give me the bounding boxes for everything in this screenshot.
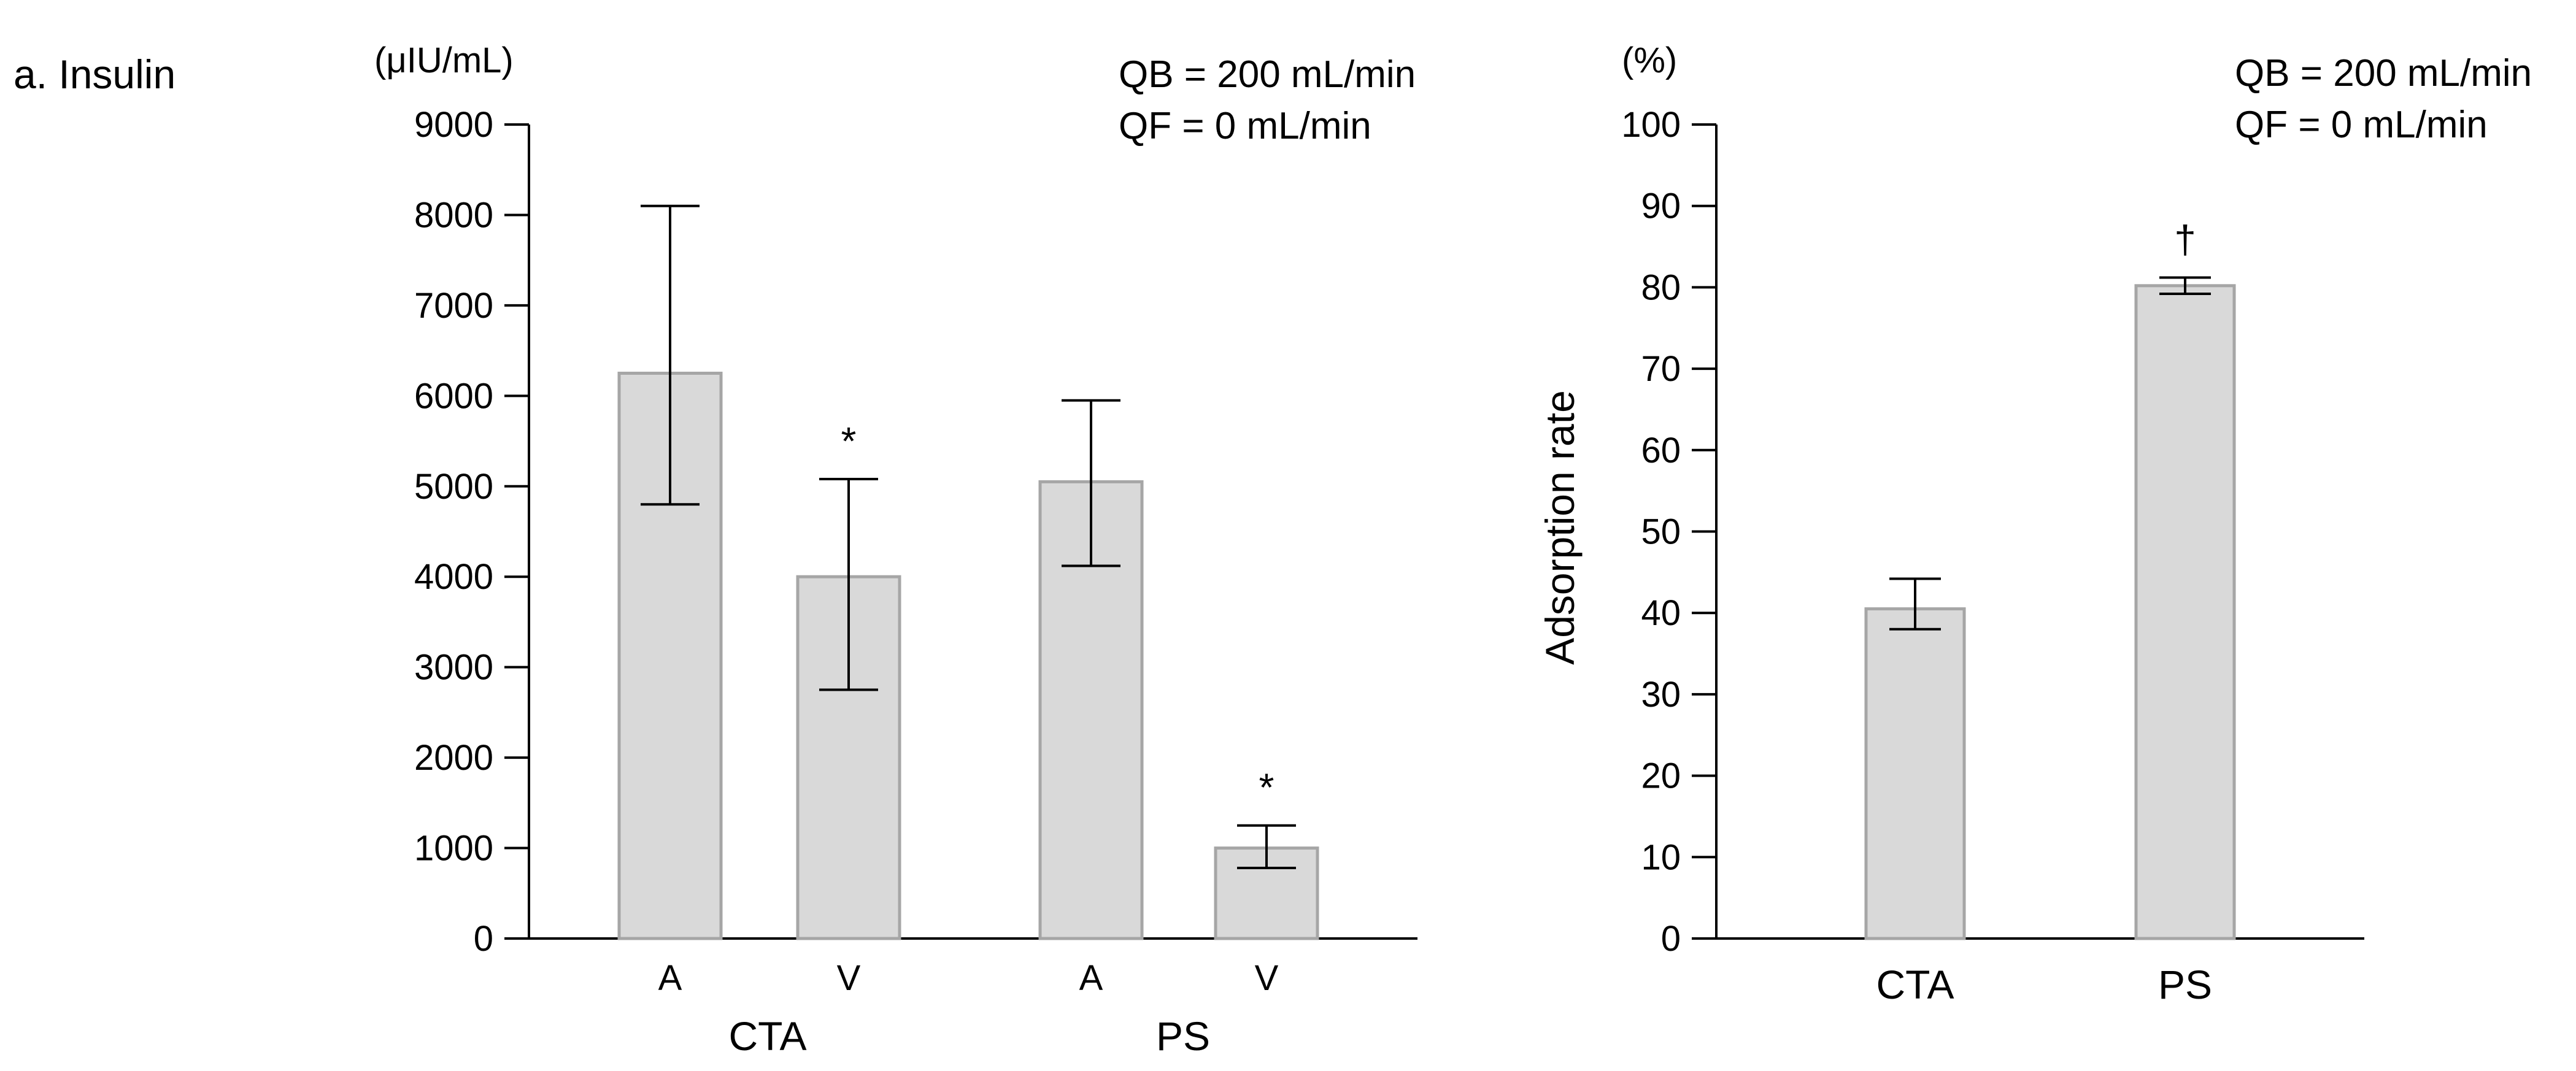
y-tick-label: 7000 [414, 286, 493, 326]
insulin-concentration-chart: 0 1000 2000 3000 4000 5000 6000 7000 8000 9000 (μI… [374, 40, 1417, 1059]
y-tick-label: 2000 [414, 738, 493, 778]
y-tick-label: 20 [1641, 756, 1681, 796]
x-category-label: A [1079, 958, 1103, 998]
significance-marker: † [2174, 217, 2196, 261]
y-tick-label: 9000 [414, 105, 493, 145]
panel-label: a. Insulin [13, 52, 175, 97]
x-category-label: CTA [1876, 962, 1954, 1007]
y-tick-label: 60 [1641, 431, 1681, 470]
significance-marker: * [841, 419, 857, 463]
y-tick-label: 10 [1641, 837, 1681, 877]
x-category-label: V [1255, 958, 1279, 998]
y-tick-label: 90 [1641, 186, 1681, 226]
adsorption-rate-chart: 0 10 20 30 40 50 60 70 80 90 100 (%) Adsorption rate… [1537, 40, 2532, 1007]
y-tick-label: 100 [1621, 105, 1681, 145]
bar [1864, 607, 1966, 940]
y-tick-label: 50 [1641, 512, 1681, 552]
x-group-label: CTA [728, 1013, 806, 1059]
x-category-label: PS [2158, 962, 2212, 1007]
y-tick-label: 5000 [414, 467, 493, 507]
y-unit-label: (%) [1622, 40, 1677, 80]
y-tick-label: 3000 [414, 648, 493, 688]
x-category-label: A [658, 958, 682, 998]
y-tick-label: 30 [1641, 675, 1681, 715]
y-tick-label: 80 [1641, 267, 1681, 307]
bar [2134, 284, 2236, 940]
y-tick-label: 70 [1641, 349, 1681, 389]
y-tick-label: 1000 [414, 829, 493, 869]
flow-annotation: QF = 0 mL/min [2235, 104, 2488, 146]
x-group-label: PS [1156, 1013, 1210, 1059]
y-tick-label: 40 [1641, 593, 1681, 633]
flow-annotation: QB = 200 mL/min [2235, 52, 2532, 94]
significance-marker: * [1259, 766, 1275, 810]
y-tick-label: 0 [1661, 919, 1681, 959]
y-tick-label: 8000 [414, 195, 493, 235]
y-tick-label: 0 [474, 919, 493, 959]
flow-annotation: QF = 0 mL/min [1119, 105, 1371, 147]
y-tick-label: 4000 [414, 557, 493, 597]
x-category-label: V [837, 958, 861, 998]
y-tick-label: 6000 [414, 376, 493, 416]
flow-annotation: QB = 200 mL/min [1119, 53, 1416, 96]
y-axis-title: Adsorption rate [1537, 390, 1583, 665]
y-unit-label: (μIU/mL) [374, 40, 514, 80]
